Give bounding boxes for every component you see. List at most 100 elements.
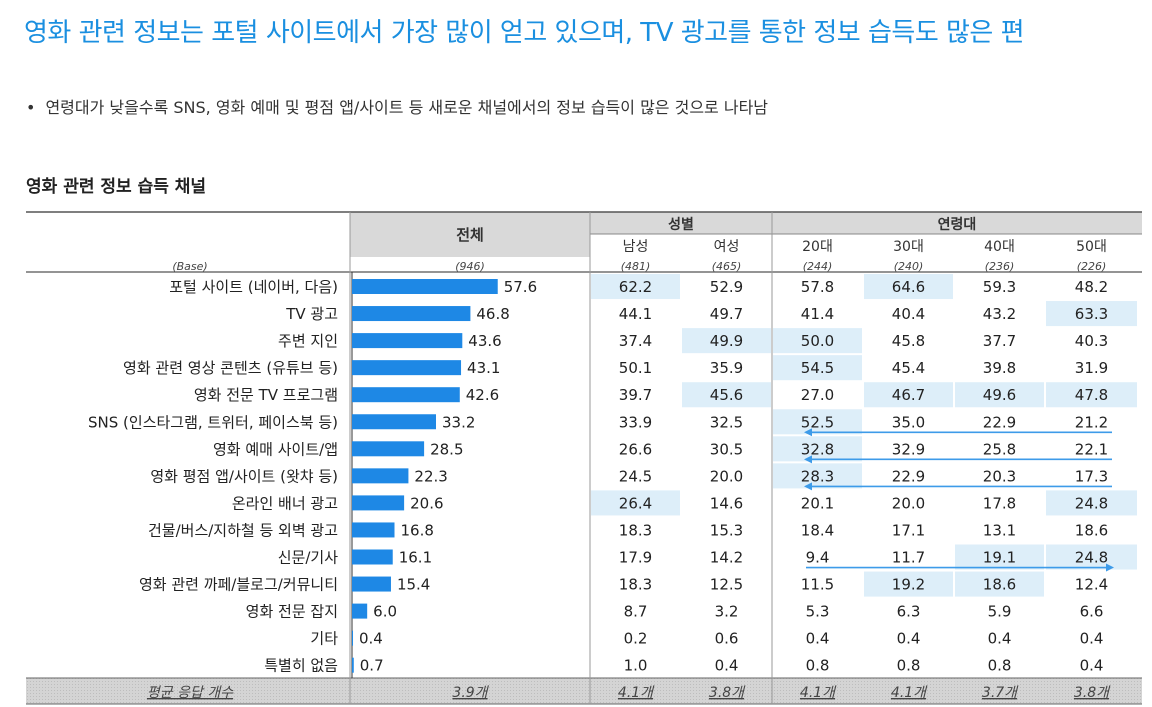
table-cell: 20.3	[983, 467, 1016, 485]
section-title: 영화 관련 정보 습득 채널	[26, 177, 207, 197]
table-cell: 3.2	[715, 603, 739, 621]
bar-value: 16.1	[399, 549, 432, 567]
table-cell: 14.2	[710, 549, 743, 567]
bar	[352, 279, 498, 294]
table-cell: 35.9	[710, 359, 743, 377]
bar-value: 6.0	[373, 603, 397, 621]
category-label: 영화 예매 사이트/앱	[213, 440, 338, 458]
table-cell: 39.8	[983, 359, 1016, 377]
column-header: 40대	[984, 239, 1015, 255]
table-cell: 37.7	[983, 332, 1016, 350]
cell-highlight	[591, 274, 680, 300]
table-cell: 52.5	[801, 413, 834, 431]
table-cell: 45.6	[710, 386, 743, 404]
footer-value: 3.8개	[1074, 685, 1111, 701]
table-cell: 49.6	[983, 386, 1016, 404]
table-cell: 49.7	[710, 305, 743, 323]
base-value: (240)	[894, 260, 924, 273]
table-cell: 52.9	[710, 278, 743, 296]
table-cell: 48.2	[1075, 278, 1108, 296]
table-cell: 19.1	[983, 549, 1016, 567]
footer-value: 4.1개	[618, 685, 655, 701]
table-cell: 17.3	[1075, 467, 1108, 485]
bar	[352, 603, 368, 619]
table-cell: 9.4	[806, 549, 830, 567]
table-cell: 59.3	[983, 278, 1016, 296]
table-cell: 26.6	[619, 440, 652, 458]
table-cell: 17.1	[892, 521, 925, 539]
base-label: (Base)	[172, 260, 207, 273]
table-cell: 20.0	[710, 467, 743, 485]
base-value: (244)	[803, 260, 833, 273]
column-header: 30대	[893, 239, 924, 255]
bar-value: 43.1	[467, 359, 500, 377]
age-header-bg	[772, 212, 1142, 234]
bar	[352, 657, 354, 673]
cell-highlight	[1046, 544, 1137, 570]
cell-highlight	[773, 355, 862, 381]
table-cell: 64.6	[892, 278, 925, 296]
table-cell: 40.3	[1075, 332, 1108, 350]
bar	[352, 387, 460, 403]
group-header-gender: 성별	[668, 216, 694, 233]
table-cell: 0.8	[806, 657, 830, 675]
bar	[352, 441, 425, 457]
cell-highlight	[955, 382, 1044, 408]
bar	[352, 306, 471, 322]
table-cell: 22.1	[1075, 440, 1108, 458]
category-label: 영화 평점 앱/사이트 (왓챠 등)	[150, 467, 338, 485]
bar	[352, 414, 436, 430]
base-value: (465)	[712, 260, 742, 273]
table-cell: 0.2	[624, 630, 648, 648]
bar-value: 33.2	[442, 413, 475, 431]
table-cell: 44.1	[619, 305, 652, 323]
table-cell: 54.5	[801, 359, 834, 377]
table-cell: 17.9	[619, 549, 652, 567]
bar	[352, 468, 409, 484]
cell-highlight	[773, 436, 862, 462]
bar-value: 42.6	[466, 386, 499, 404]
bar-value: 15.4	[397, 576, 430, 594]
bar	[352, 576, 391, 592]
table-cell: 46.7	[892, 386, 925, 404]
table-cell: 43.2	[983, 305, 1016, 323]
table-cell: 20.1	[801, 494, 834, 512]
column-header: 남성	[623, 239, 649, 255]
category-label: 기타	[310, 630, 338, 648]
bar-value: 57.6	[504, 278, 537, 296]
table-cell: 0.4	[988, 630, 1012, 648]
bar	[352, 549, 393, 565]
table-cell: 49.9	[710, 332, 743, 350]
table-cell: 18.3	[619, 521, 652, 539]
bar-value: 46.8	[476, 305, 509, 323]
table-cell: 19.2	[892, 576, 925, 594]
column-header: 20대	[802, 239, 833, 255]
category-label: 특별히 없음	[264, 657, 338, 675]
footer-value: 4.1개	[800, 685, 837, 701]
category-label: 영화 관련 까페/블로그/커뮤니티	[139, 576, 338, 594]
bullet-text: 연령대가 낮을수록 SNS, 영화 예매 및 평점 앱/사이트 등 새로운 채널…	[45, 98, 769, 117]
table-cell: 18.6	[1075, 521, 1108, 539]
table-cell: 21.2	[1075, 413, 1108, 431]
table-cell: 17.8	[983, 494, 1016, 512]
page-headline: 영화 관련 정보는 포털 사이트에서 가장 많이 얻고 있으며, TV 광고를 …	[24, 18, 1025, 48]
bar-value: 20.6	[410, 494, 443, 512]
table-cell: 41.4	[801, 305, 834, 323]
category-label: TV 광고	[285, 305, 338, 323]
cell-highlight	[864, 382, 953, 408]
table-cell: 15.3	[710, 521, 743, 539]
bullet-dot: •	[26, 98, 36, 117]
column-header: 50대	[1076, 239, 1107, 255]
category-label: 영화 관련 영상 콘텐츠 (유튜브 등)	[123, 359, 338, 377]
cell-highlight	[591, 490, 680, 516]
bar-value: 0.7	[360, 657, 384, 675]
table-cell: 22.9	[892, 467, 925, 485]
bar-value: 16.8	[401, 521, 434, 539]
table-cell: 37.4	[619, 332, 652, 350]
table-cell: 0.8	[988, 657, 1012, 675]
cell-highlight	[773, 409, 862, 435]
cell-highlight	[773, 463, 862, 489]
table-cell: 1.0	[624, 657, 648, 675]
table-cell: 26.4	[619, 494, 652, 512]
